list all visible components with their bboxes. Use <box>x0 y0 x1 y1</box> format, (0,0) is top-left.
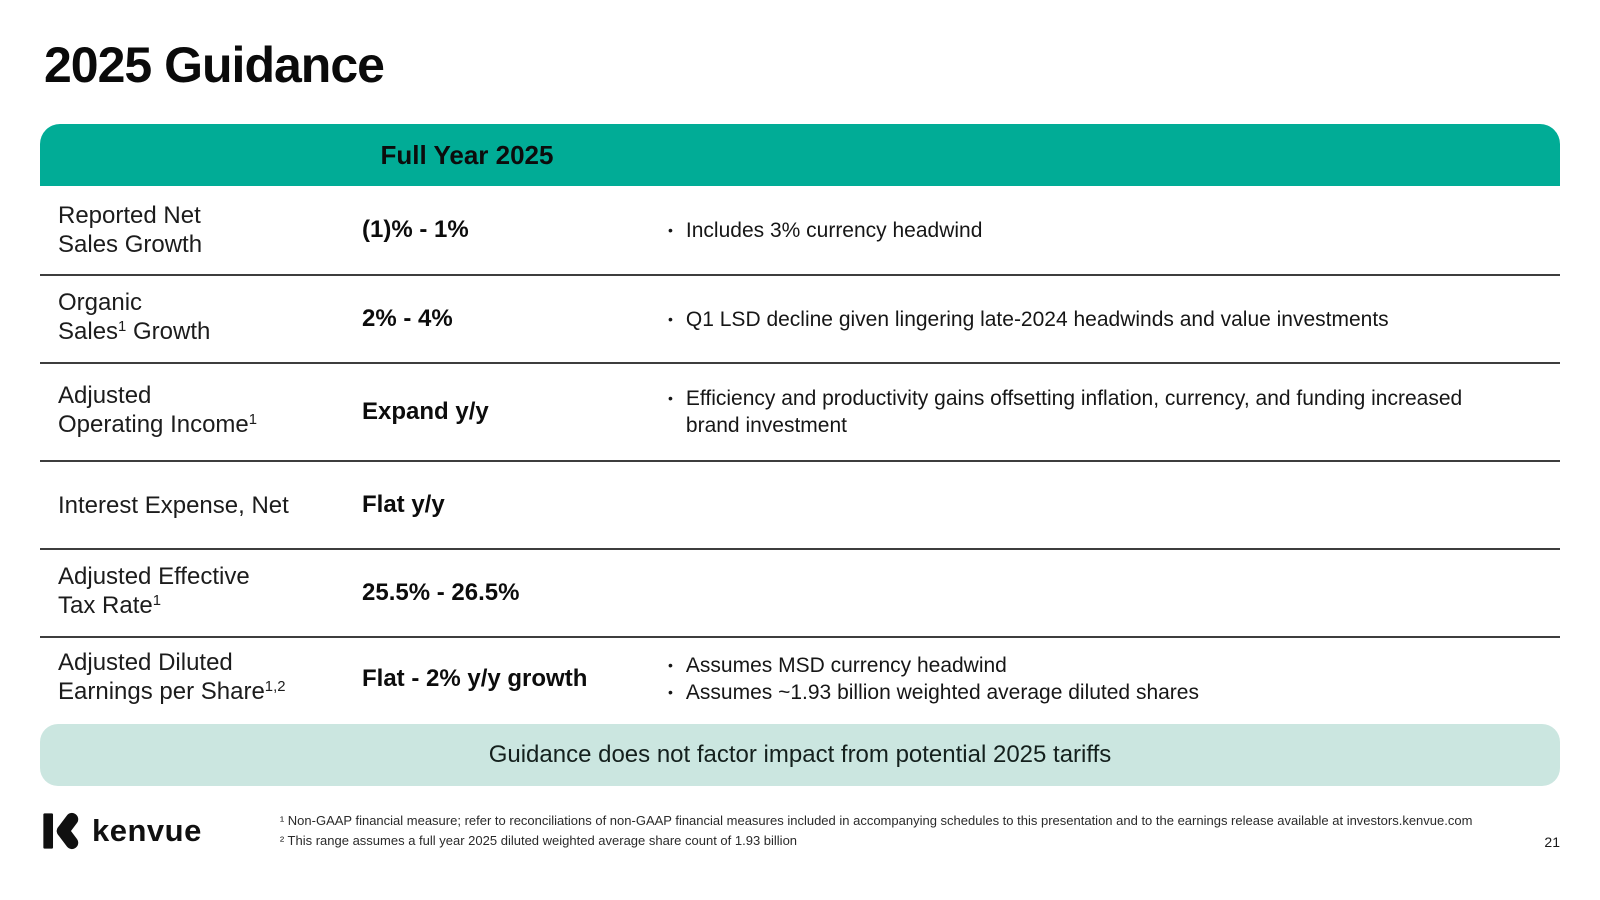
footer: kenvue ¹ Non-GAAP financial measure; ref… <box>40 810 1560 852</box>
row-label: Adjusted Diluted Earnings per Share1,2 <box>58 649 286 705</box>
bullet-item: • Assumes MSD currency headwind <box>668 652 1470 679</box>
row-value: 2% - 4% <box>362 305 453 332</box>
bullet-item: • Efficiency and productivity gains offse… <box>668 385 1470 439</box>
footnote-2: ² This range assumes a full year 2025 di… <box>279 833 798 848</box>
table-row: Adjusted Effective Tax Rate1 25.5% - 26.5% <box>40 548 1560 636</box>
bullet-icon: • <box>668 221 673 238</box>
bullet-icon: • <box>668 390 673 406</box>
bullet-text: Efficiency and productivity gains offset… <box>685 387 1463 437</box>
table-row: Organic Sales1 Growth 2% - 4% • Q1 LSD decli… <box>40 274 1560 362</box>
guidance-table: Full Year 2025 Reported Net Sales Growth (… <box>40 124 1560 720</box>
table-row: Adjusted Operating Income1 Expand y/y • Effi… <box>40 362 1560 460</box>
tariffs-banner: Guidance does not factor impact from pot… <box>40 724 1560 786</box>
bullet-item: • Includes 3% currency headwind <box>668 217 1470 244</box>
bullet-text: Assumes MSD currency headwind <box>685 654 1007 677</box>
page-number: 21 <box>1544 834 1560 850</box>
row-label: Interest Expense, Net <box>58 491 289 519</box>
guidance-table-body: Reported Net Sales Growth (1)% - 1% • Includ… <box>40 186 1560 720</box>
row-bullets: • Includes 3% currency headwind <box>650 186 1560 274</box>
row-label: Organic Sales1 Growth <box>58 289 211 345</box>
row-value: Expand y/y <box>362 398 489 425</box>
bullet-item: • Q1 LSD decline given lingering late-202… <box>668 306 1470 333</box>
table-row: Interest Expense, Net Flat y/y <box>40 460 1560 548</box>
banner-text: Guidance does not factor impact from pot… <box>488 741 1112 768</box>
kenvue-logo-icon <box>40 810 82 852</box>
table-row: Adjusted Diluted Earnings per Share1,2 Fla… <box>40 636 1560 720</box>
row-value: 25.5% - 26.5% <box>362 579 520 606</box>
row-bullets: • Assumes MSD currency headwind • Assumes ~… <box>650 638 1560 720</box>
row-label: Adjusted Effective Tax Rate1 <box>58 563 250 619</box>
table-header-label: Full Year 2025 <box>380 139 554 170</box>
row-bullets: • Efficiency and productivity gains offse… <box>650 364 1560 460</box>
row-value: (1)% - 1% <box>362 216 469 243</box>
row-bullets: • Q1 LSD decline given lingering late-202… <box>650 276 1560 362</box>
row-label: Adjusted Operating Income1 <box>58 382 258 438</box>
row-value: Flat - 2% y/y growth <box>362 665 588 692</box>
bullet-icon: • <box>668 657 673 673</box>
footnotes: ¹ Non-GAAP financial measure; refer to r… <box>280 811 1495 851</box>
bullet-icon: • <box>668 310 673 327</box>
table-header-bar: Full Year 2025 <box>40 124 1560 186</box>
bullet-item: • Assumes ~1.93 billion weighted average … <box>668 679 1470 706</box>
table-row: Reported Net Sales Growth (1)% - 1% • Includ… <box>40 186 1560 274</box>
kenvue-logo: kenvue <box>40 810 202 852</box>
row-value: Flat y/y <box>362 491 445 518</box>
kenvue-wordmark: kenvue <box>92 813 202 848</box>
footnote-1: ¹ Non-GAAP financial measure; refer to r… <box>279 812 1473 828</box>
bullet-text: Includes 3% currency headwind <box>685 218 983 242</box>
page-title: 2025 Guidance <box>44 37 385 93</box>
bullet-text: Assumes ~1.93 billion weighted average d… <box>685 681 1199 704</box>
row-label: Reported Net Sales Growth <box>58 202 203 258</box>
bullet-icon: • <box>668 684 673 700</box>
row-bullets <box>650 550 1560 636</box>
row-bullets <box>650 462 1560 548</box>
bullet-text: Q1 LSD decline given lingering late-2024… <box>685 307 1389 331</box>
